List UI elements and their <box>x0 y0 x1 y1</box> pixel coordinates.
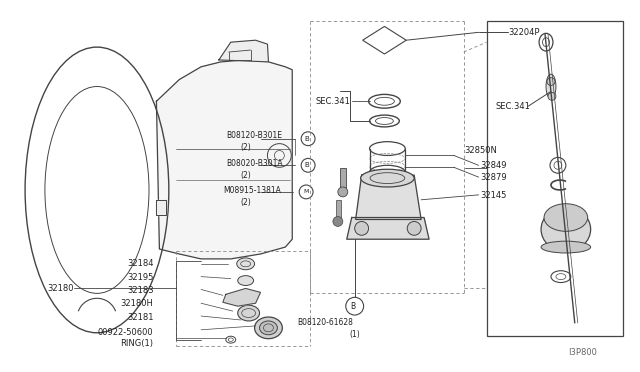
Text: 32181: 32181 <box>127 312 154 321</box>
Text: 32195: 32195 <box>127 273 154 282</box>
Text: 32145: 32145 <box>481 191 507 201</box>
Text: B: B <box>304 162 309 168</box>
Text: 00922-50600: 00922-50600 <box>98 328 154 337</box>
Text: 32180H: 32180H <box>120 299 154 308</box>
Text: B: B <box>304 136 309 142</box>
Ellipse shape <box>260 321 277 335</box>
Text: 32183: 32183 <box>127 286 154 295</box>
Ellipse shape <box>255 317 282 339</box>
Text: B: B <box>351 302 356 311</box>
Polygon shape <box>156 200 166 215</box>
Text: I3P800: I3P800 <box>568 348 596 357</box>
Circle shape <box>333 217 343 227</box>
Bar <box>336 200 341 218</box>
Ellipse shape <box>541 207 591 251</box>
Bar <box>340 168 346 188</box>
Text: 32879: 32879 <box>481 173 508 182</box>
Ellipse shape <box>237 276 253 285</box>
Polygon shape <box>156 60 292 259</box>
Ellipse shape <box>541 241 591 253</box>
Text: 32184: 32184 <box>127 259 154 268</box>
Text: (2): (2) <box>241 171 252 180</box>
Text: B08020-B301A: B08020-B301A <box>226 159 282 168</box>
Text: SEC.341: SEC.341 <box>315 97 350 106</box>
Ellipse shape <box>361 169 414 187</box>
Circle shape <box>407 221 421 235</box>
Text: 32850N: 32850N <box>465 146 498 155</box>
Text: 32204P: 32204P <box>508 28 540 37</box>
Text: RING(1): RING(1) <box>120 339 154 348</box>
Ellipse shape <box>546 74 556 99</box>
Text: 32180: 32180 <box>47 284 74 293</box>
Polygon shape <box>223 288 260 306</box>
Ellipse shape <box>544 204 588 231</box>
Text: B08120-B301E: B08120-B301E <box>226 131 282 140</box>
Ellipse shape <box>547 78 555 86</box>
Bar <box>486 20 623 336</box>
Text: SEC.341: SEC.341 <box>495 102 531 111</box>
Polygon shape <box>356 175 421 219</box>
Text: (2): (2) <box>241 143 252 152</box>
Text: (2): (2) <box>241 198 252 207</box>
Ellipse shape <box>237 305 260 321</box>
Ellipse shape <box>237 258 255 270</box>
Polygon shape <box>219 40 268 62</box>
Circle shape <box>355 221 369 235</box>
Text: M: M <box>303 189 308 195</box>
Text: 32849: 32849 <box>481 161 507 170</box>
Text: B08120-61628: B08120-61628 <box>297 318 353 327</box>
Ellipse shape <box>548 92 556 100</box>
Text: M08915-1381A: M08915-1381A <box>223 186 281 195</box>
Circle shape <box>338 187 348 197</box>
Polygon shape <box>347 218 429 239</box>
Text: (1): (1) <box>349 330 360 339</box>
